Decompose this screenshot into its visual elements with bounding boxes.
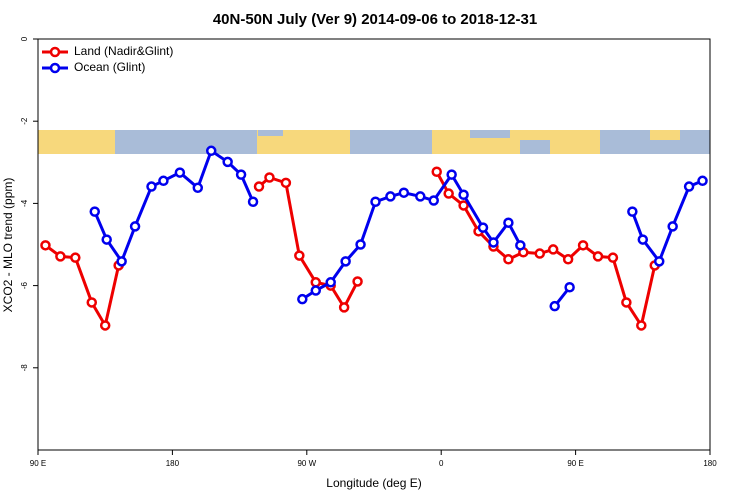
data-point [577,240,589,251]
y-tick-label: 0 [20,36,29,41]
data-point [192,182,204,194]
y-tick-label: -6 [20,281,29,289]
data-point [446,169,457,180]
series-line [93,148,704,308]
data-point [636,320,647,331]
series-line [44,171,657,330]
data-point [297,293,308,305]
chart-title: 40N-50N July (Ver 9) 2014-09-06 to 2018-… [213,11,537,28]
data-point [515,240,526,251]
data-point [99,320,111,331]
data-point [592,251,604,262]
data-point [222,156,233,168]
data-point [503,254,514,265]
data-point [86,297,98,308]
x-tick-label: 90 E [567,459,583,468]
x-tick-label: 180 [703,459,717,468]
data-point [146,181,157,192]
y-axis-label: XCO2 - MLO trend (ppm) [1,178,15,313]
data-point [458,189,469,201]
data-point [653,256,665,267]
data-point [338,302,350,313]
data-point [621,297,632,308]
data-point [477,222,489,233]
data-point [607,252,619,263]
data-point [385,191,396,202]
data-point [89,206,100,217]
data-point [428,195,439,206]
legend-marker [49,46,61,58]
x-tick-label: 180 [166,459,180,468]
data-point [129,221,141,232]
data-point [325,277,336,288]
data-point [310,277,322,288]
data-point [398,187,410,198]
data-point [443,188,454,199]
x-tick-label: 0 [439,459,444,468]
data-point [310,285,322,296]
data-point [158,175,169,187]
map-strip [38,130,710,154]
x-tick-label: 90 W [297,459,316,468]
data-point [534,248,546,259]
data-point [549,300,560,312]
data-point [174,167,186,178]
data-point [503,217,514,228]
data-point [370,196,381,208]
data-point [247,196,259,208]
data-point [116,256,127,267]
data-point [101,234,112,245]
data-point [235,169,247,180]
data-point [488,237,499,248]
data-point [667,221,678,232]
data-point [415,191,426,202]
data-point [55,251,66,262]
data-point [294,250,305,261]
x-tick-label: 90 E [30,459,46,468]
data-point [40,240,51,251]
data-point [205,145,217,157]
y-tick-label: -8 [20,364,29,372]
data-point [562,254,574,265]
data-point [627,206,638,217]
legend-label: Land (Nadir&Glint) [74,44,173,58]
data-point [264,172,275,183]
data-point [637,234,649,245]
data-point [352,276,363,287]
legend-label: Ocean (Glint) [74,60,145,74]
plot-frame [37,38,711,451]
data-point [340,256,351,267]
data-point [280,177,292,189]
legend-marker [49,62,61,74]
data-point [70,252,81,263]
data-point [431,166,442,178]
data-point [547,244,559,255]
y-tick-label: -2 [20,117,29,125]
data-point [564,281,575,293]
data-point [458,200,469,211]
data-point [355,239,366,250]
data-point [697,175,708,187]
data-point [253,181,265,192]
legend: Land (Nadir&Glint) Ocean (Glint) [42,44,173,74]
data-point [683,181,695,192]
y-tick-label: -4 [20,199,29,207]
x-axis-label: Longitude (deg E) [326,476,421,490]
